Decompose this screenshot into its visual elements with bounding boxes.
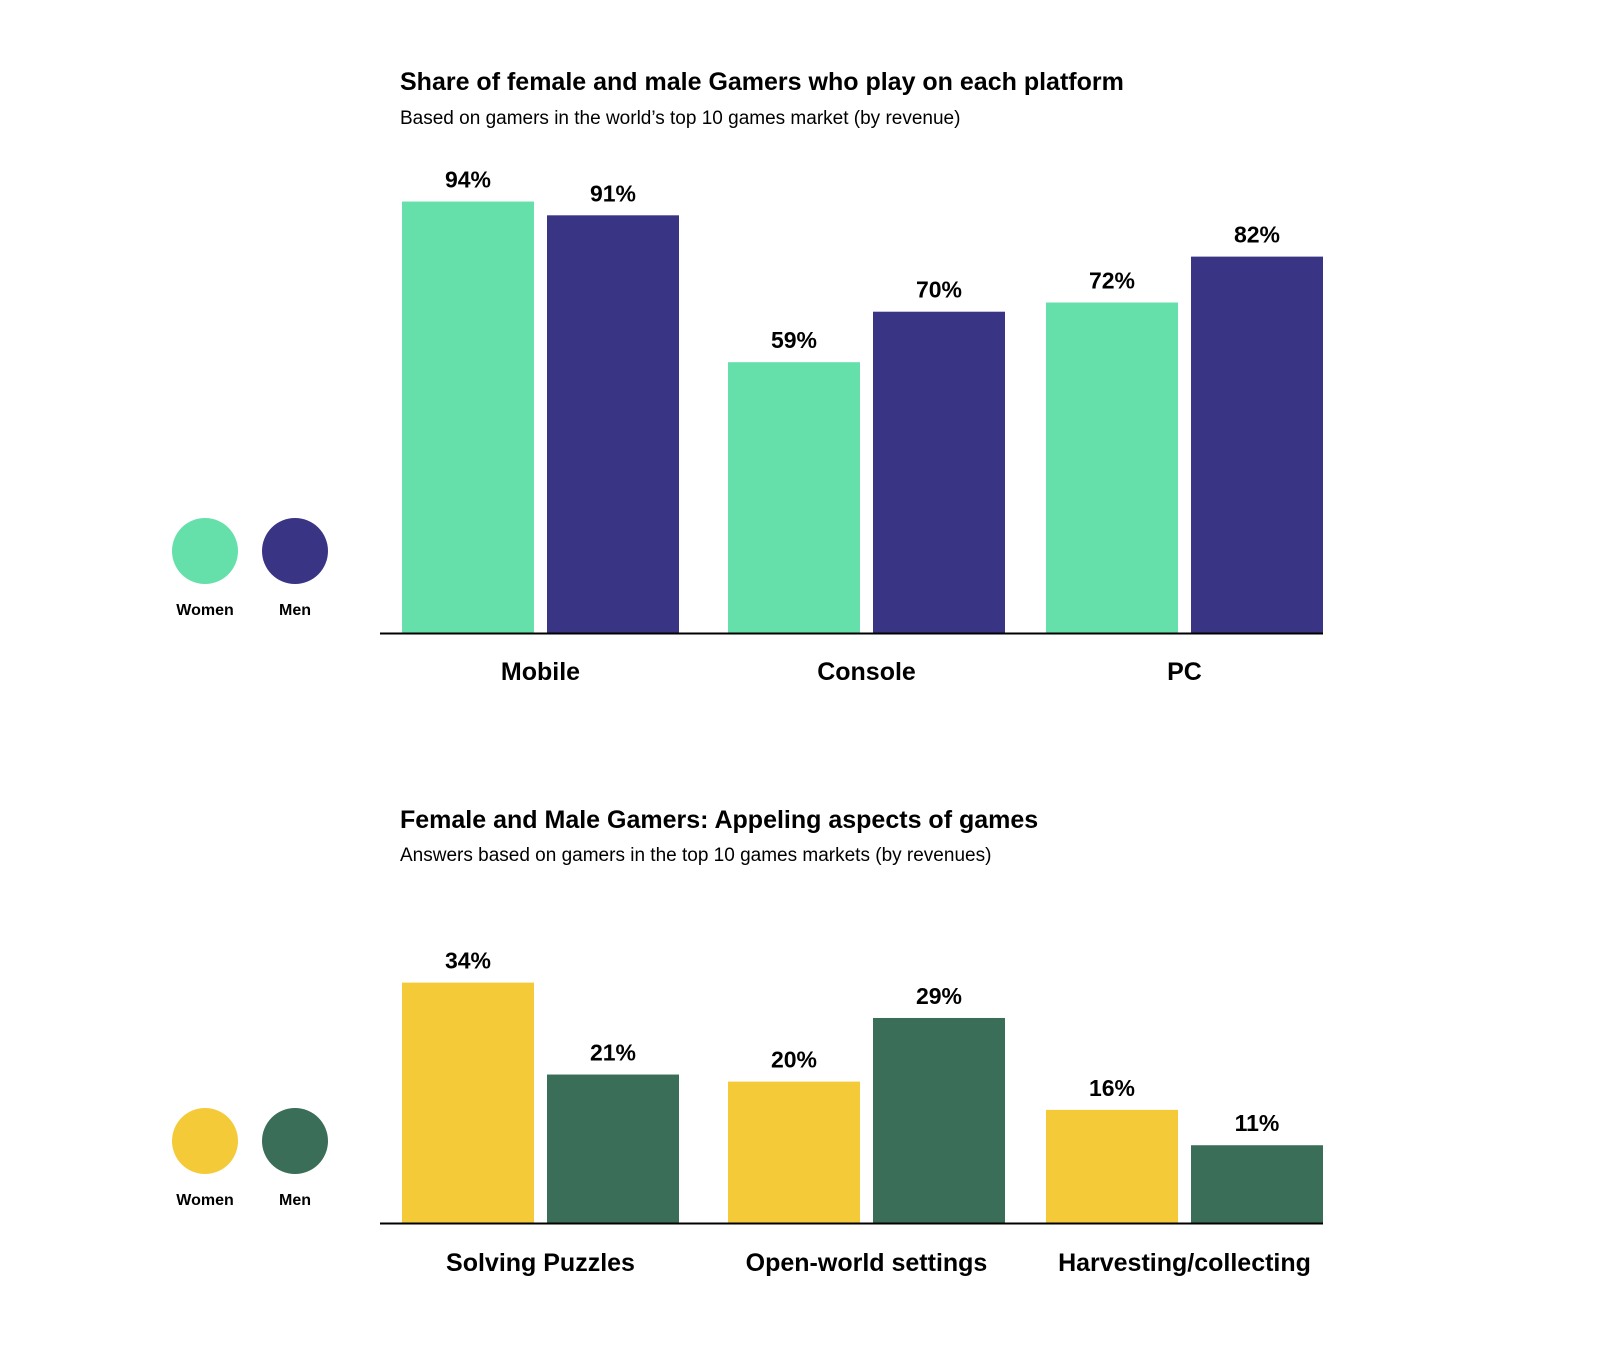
data-label: 11% xyxy=(1235,1110,1280,1136)
data-label: 91% xyxy=(590,180,636,206)
category-label: Mobile xyxy=(501,658,580,686)
data-label: 59% xyxy=(771,327,817,353)
bar-women-3 xyxy=(1046,1109,1178,1223)
legend-swatch-women xyxy=(172,518,238,584)
category-label: Console xyxy=(817,658,916,686)
bar-plot: 94% 91% Mobile 59% 70% Console 72% 82% PC xyxy=(380,167,1323,686)
bar-men-1 xyxy=(547,215,679,633)
legend-swatch-men xyxy=(262,518,328,584)
data-label: 94% xyxy=(445,167,491,193)
legend-label-men: Men xyxy=(279,602,311,619)
chart-subtitle: Based on gamers in the world’s top 10 ga… xyxy=(400,108,961,129)
category-label: PC xyxy=(1167,658,1202,686)
category-label: Open-world settings xyxy=(746,1249,988,1277)
legend-label-men: Men xyxy=(279,1192,311,1209)
bar-plot: 34% 21% Solving Puzzles 20% 29% Open-world se… xyxy=(380,948,1323,1277)
bar-men-3 xyxy=(1191,1145,1323,1223)
data-label: 20% xyxy=(771,1047,817,1073)
bar-women-1 xyxy=(402,201,534,634)
chart-legend: Women Men xyxy=(160,1108,340,1218)
category-label: Harvesting/collecting xyxy=(1058,1249,1311,1277)
data-label: 29% xyxy=(916,983,962,1009)
legend-swatch-men xyxy=(262,1108,328,1174)
legend-item-men: Men xyxy=(250,1108,340,1210)
legend-item-women: Women xyxy=(160,518,250,620)
data-label: 21% xyxy=(590,1040,636,1066)
data-label: 70% xyxy=(916,277,962,303)
data-label: 82% xyxy=(1234,222,1280,248)
aspects-chart: Female and Male Gamers: Appeling aspects… xyxy=(0,760,1600,1320)
bar-women-1 xyxy=(402,982,534,1223)
data-label: 16% xyxy=(1089,1075,1135,1101)
data-label: 34% xyxy=(445,948,491,974)
legend-item-men: Men xyxy=(250,518,340,620)
chart-title: Share of female and male Gamers who play… xyxy=(400,68,1124,96)
bar-women-3 xyxy=(1046,302,1178,633)
chart-legend: Women Men xyxy=(160,518,340,628)
platform-chart: Share of female and male Gamers who play… xyxy=(160,68,1323,686)
bar-women-2 xyxy=(728,362,860,633)
category-label: Solving Puzzles xyxy=(446,1249,635,1277)
data-label: 72% xyxy=(1089,268,1135,294)
chart-subtitle: Answers based on gamers in the top 10 ga… xyxy=(400,845,992,866)
chart-title: Female and Male Gamers: Appeling aspects… xyxy=(400,806,1039,834)
bar-men-3 xyxy=(1191,256,1323,633)
bar-women-2 xyxy=(728,1081,860,1223)
legend-label-women: Women xyxy=(176,1192,234,1209)
bar-men-1 xyxy=(547,1074,679,1223)
legend-label-women: Women xyxy=(176,602,234,619)
legend-item-women: Women xyxy=(160,1108,250,1210)
bar-men-2 xyxy=(873,1017,1005,1223)
legend-swatch-women xyxy=(172,1108,238,1174)
bar-men-2 xyxy=(873,311,1005,633)
